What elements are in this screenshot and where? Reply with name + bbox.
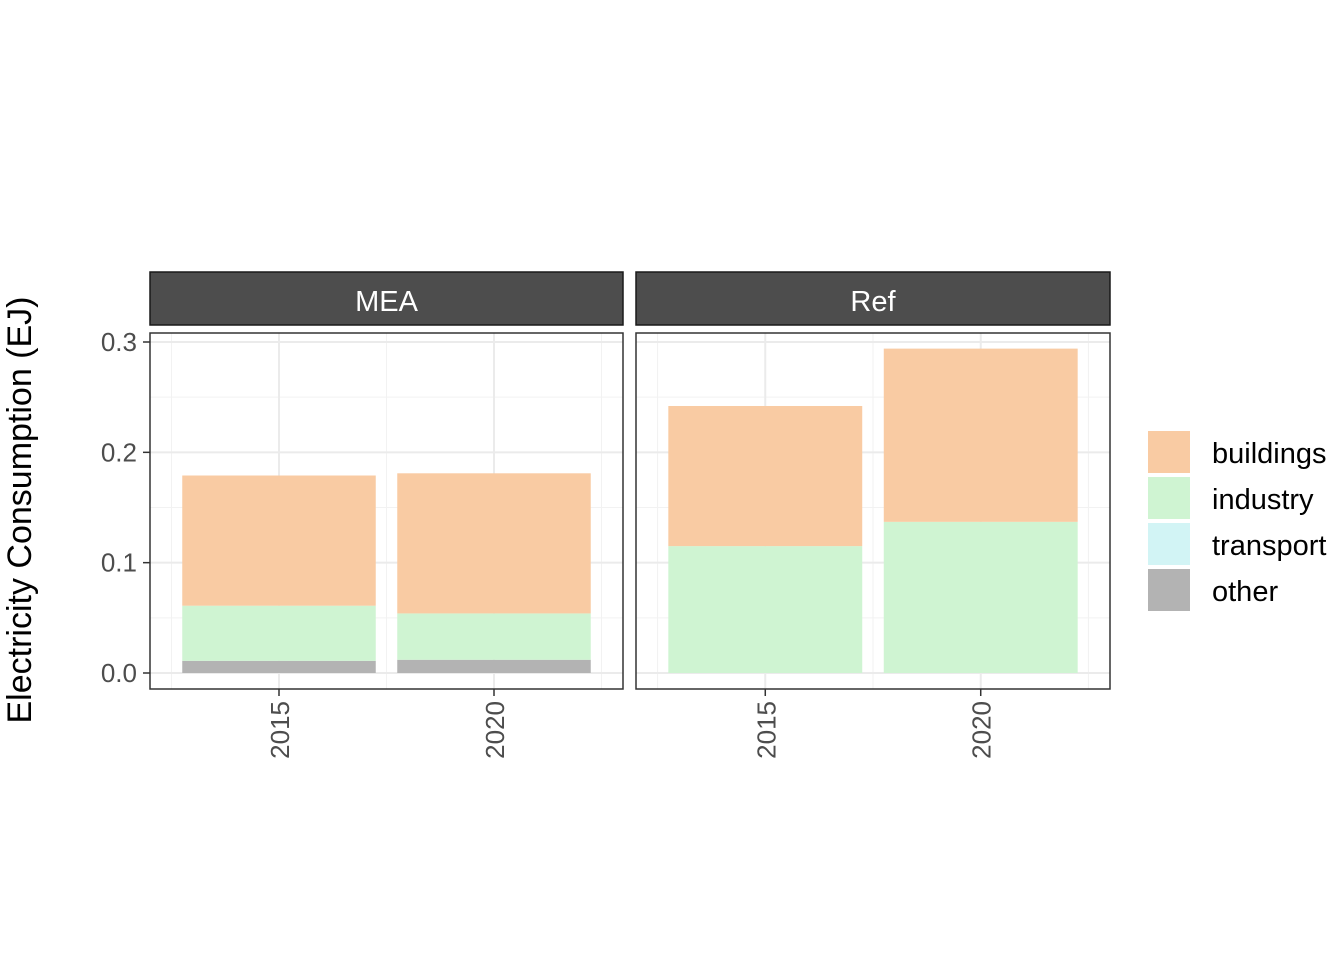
facet-label-mea: MEA [355,286,419,318]
legend: buildings industry transport other [1148,431,1326,611]
bar-industry-ref-2020 [883,521,1078,673]
legend-label-other: other [1212,576,1278,608]
y-tick-label: 0.3 [101,327,137,357]
x-tick-label: 2015 [265,701,295,759]
facet-panel-ref: Ref 2015 2020 [635,271,1111,759]
legend-key-other [1148,569,1190,611]
panel-border-ref [635,332,1111,690]
x-ticks-mea: 2015 2020 [265,689,510,759]
facet-strip-mea [149,271,624,326]
legend-key-buildings [1148,431,1190,473]
legend-label-buildings: buildings [1212,438,1326,470]
bars-mea [182,473,591,673]
facet-strip-ref [635,271,1111,326]
y-axis: 0.0 0.1 0.2 0.3 [101,327,150,688]
y-tick-label: 0.1 [101,548,137,578]
bar-buildings-ref-2015 [668,405,863,547]
legend-label-industry: industry [1212,484,1314,516]
bar-industry-ref-2015 [668,546,863,673]
y-tick-label: 0.0 [101,658,137,688]
x-ticks-ref: 2015 2020 [751,689,997,759]
bar-industry-mea-2015 [182,605,376,661]
bar-buildings-mea-2015 [182,475,376,606]
facet-label-ref: Ref [850,286,896,318]
x-tick-label: 2015 [751,701,781,759]
y-tick-label: 0.2 [101,437,137,467]
facet-panel-mea: MEA 2015 2020 [149,271,624,759]
legend-label-transport: transport [1212,530,1326,562]
y-axis-title: Electricity Consumption (EJ) [1,296,39,723]
x-tick-label: 2020 [967,701,997,759]
bar-buildings-mea-2020 [397,473,591,614]
legend-key-transport [1148,523,1190,565]
bar-other-mea-2015 [182,660,376,673]
x-tick-label: 2020 [480,701,510,759]
legend-key-industry [1148,477,1190,519]
bar-buildings-ref-2020 [883,348,1078,522]
panel-border-mea [149,332,624,690]
bar-industry-mea-2020 [397,613,591,660]
bar-other-mea-2020 [397,659,591,673]
bars-ref [668,348,1078,673]
